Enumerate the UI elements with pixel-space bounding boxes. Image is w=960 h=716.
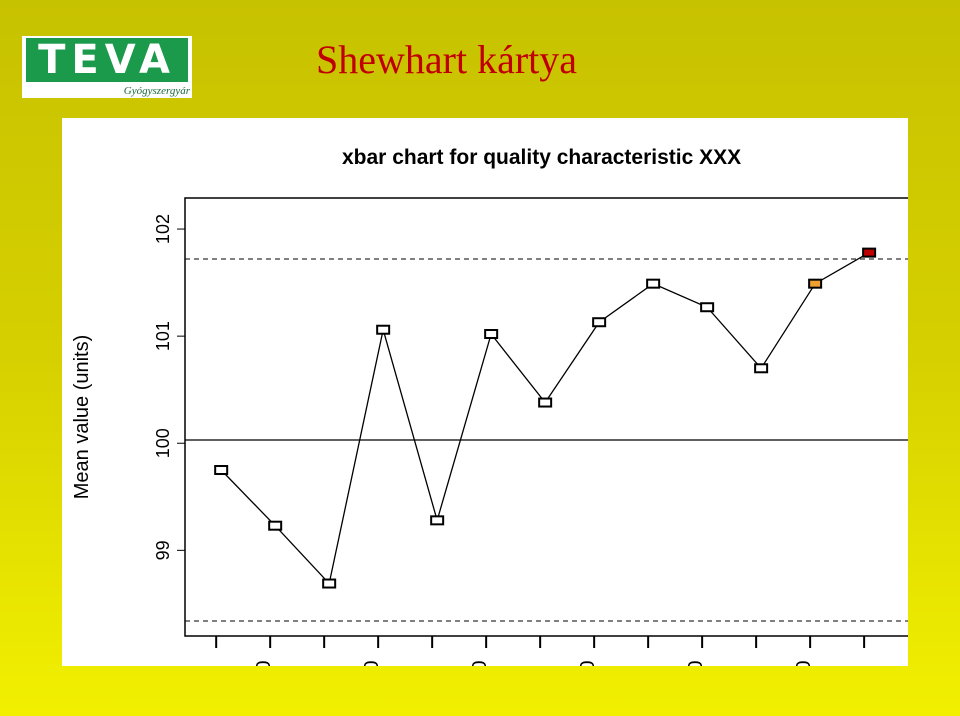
plot-frame	[184, 197, 908, 637]
chart-title: xbar chart for quality characteristic XX…	[342, 146, 741, 169]
x-tick-label: 0	[793, 660, 815, 666]
x-tick-label: 0	[577, 660, 599, 666]
data-point	[538, 397, 553, 408]
y-tick-label: 99	[153, 540, 173, 560]
data-point	[646, 278, 661, 289]
data-point	[484, 329, 499, 340]
data-point	[322, 578, 337, 589]
x-tick-label: 0	[469, 660, 491, 666]
y-tick-label: 101	[153, 321, 173, 351]
logo: TEVA Gyógyszergyár	[22, 36, 192, 98]
y-axis-label: Mean value (units)	[71, 335, 93, 500]
series-line	[220, 252, 870, 585]
x-tick-label: 0	[685, 660, 707, 666]
x-tick-label: 0	[361, 660, 383, 666]
y-tick-label: 102	[153, 214, 173, 244]
chart: xbar chart for quality characteristic XX…	[62, 118, 908, 666]
y-tick-label: 100	[153, 428, 173, 458]
data-point	[430, 515, 445, 526]
logo-subtitle: Gyógyszergyár	[123, 85, 190, 97]
logo-text: TEVA	[26, 38, 188, 82]
data-point	[268, 520, 283, 531]
data-point	[808, 278, 823, 289]
x-tick-label: 0	[253, 660, 275, 666]
data-point	[376, 324, 391, 335]
data-point	[862, 247, 877, 258]
data-point	[592, 317, 607, 328]
data-point	[700, 302, 715, 313]
slide-title: Shewhart kártya	[316, 37, 578, 82]
data-point	[214, 465, 229, 476]
data-point	[754, 363, 769, 374]
